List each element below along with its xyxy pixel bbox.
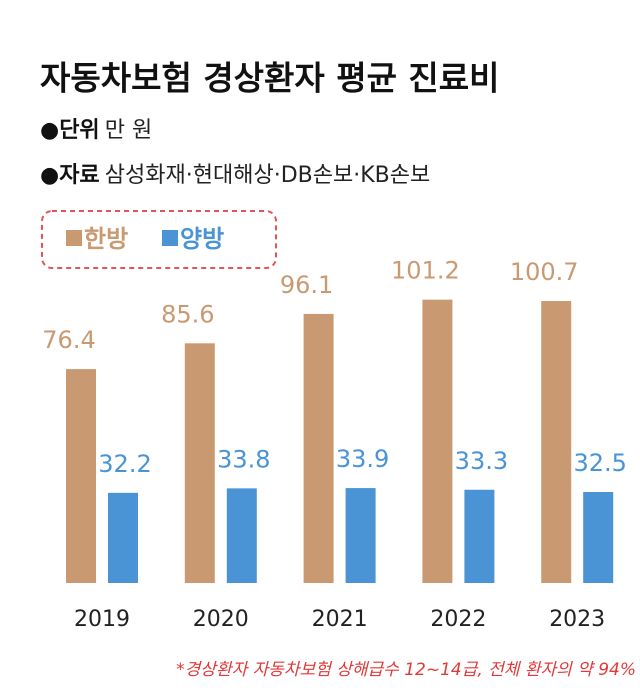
x-tick-label: 2019 <box>74 607 130 632</box>
legend-box <box>41 210 277 269</box>
bar <box>108 492 138 583</box>
value-label: 76.4 <box>42 326 95 354</box>
note-unit: ●단위 만 원 <box>40 118 152 143</box>
x-tick-label: 2022 <box>430 607 486 632</box>
bar <box>66 369 96 583</box>
chart-title: 자동차보험 경상환자 평균 진료비 <box>40 59 500 98</box>
bar <box>464 489 495 583</box>
legend-label: 양방 <box>180 225 224 253</box>
note-text: 삼성화재·현대해상·DB손보·KB손보 <box>105 163 430 188</box>
value-label: 101.2 <box>391 257 460 285</box>
value-label: 85.6 <box>161 300 214 328</box>
value-label: 33.3 <box>455 447 508 475</box>
bar <box>422 299 453 583</box>
bar <box>583 492 614 583</box>
value-label: 100.7 <box>510 258 579 286</box>
legend-label: 한방 <box>84 225 128 253</box>
bar <box>184 343 215 583</box>
bar <box>226 488 257 583</box>
value-label: 96.1 <box>280 271 333 299</box>
legend-marker <box>66 230 82 246</box>
bar <box>303 313 334 583</box>
value-label: 33.8 <box>217 445 270 473</box>
value-label: 33.9 <box>336 445 389 473</box>
bar <box>541 301 572 583</box>
legend-marker <box>162 230 178 246</box>
note-source: ●자료 삼성화재·현대해상·DB손보·KB손보 <box>40 163 430 188</box>
note-label: ●자료 <box>40 163 100 188</box>
bar <box>345 488 376 583</box>
footnote: *경상환자 자동차보험 상해급수 12~14급, 전체 환자의 약 94% <box>176 660 636 680</box>
note-text: 만 원 <box>105 118 152 143</box>
value-label: 32.5 <box>573 449 626 477</box>
value-label: 32.2 <box>98 450 151 478</box>
x-tick-label: 2023 <box>549 607 605 632</box>
note-label: ●단위 <box>40 118 100 143</box>
x-tick-label: 2020 <box>193 607 249 632</box>
x-tick-label: 2021 <box>312 607 368 632</box>
